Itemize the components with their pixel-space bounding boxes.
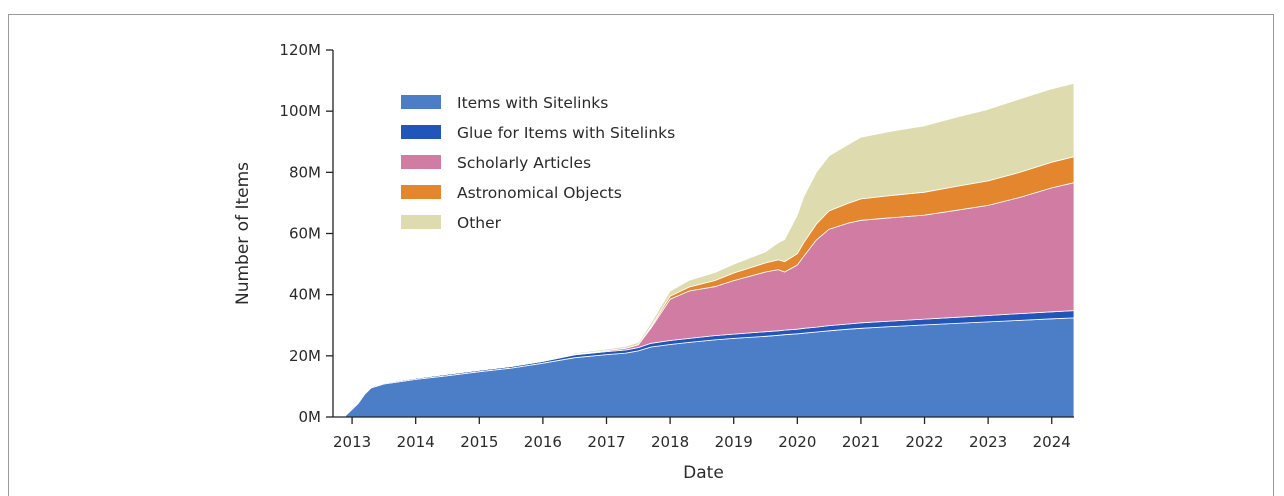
y-tick-label: 20M bbox=[289, 347, 321, 365]
legend-swatch-scholarly-articles bbox=[401, 155, 441, 169]
legend-swatch-glue-for-items-with-sitelinks bbox=[401, 125, 441, 139]
legend-label-items-with-sitelinks: Items with Sitelinks bbox=[457, 94, 608, 112]
x-tick-label: 2014 bbox=[397, 433, 435, 451]
legend-swatch-other bbox=[401, 215, 441, 229]
y-tick-label: 100M bbox=[279, 102, 321, 120]
x-axis-label: Date bbox=[683, 463, 724, 483]
x-tick-label: 2015 bbox=[460, 433, 498, 451]
legend-swatch-items-with-sitelinks bbox=[401, 95, 441, 109]
y-tick-label: 80M bbox=[289, 163, 321, 181]
x-tick-label: 2019 bbox=[715, 433, 753, 451]
x-tick-label: 2023 bbox=[969, 433, 1007, 451]
y-tick-label: 40M bbox=[289, 286, 321, 304]
legend-label-glue-for-items-with-sitelinks: Glue for Items with Sitelinks bbox=[457, 124, 675, 142]
legend-label-scholarly-articles: Scholarly Articles bbox=[457, 154, 591, 172]
legend: Items with Sitelinks Glue for Items with … bbox=[401, 94, 675, 232]
figure-frame bbox=[8, 14, 1274, 496]
y-tick-label: 60M bbox=[289, 225, 321, 243]
legend-swatch-astronomical-objects bbox=[401, 185, 441, 199]
y-tick-label: 0M bbox=[299, 408, 322, 426]
area-other bbox=[345, 82, 1075, 416]
x-tick-label: 2018 bbox=[651, 433, 689, 451]
x-tick-label: 2020 bbox=[778, 433, 816, 451]
axes: 0M 20M 40M 60M 80M 100M 120M 2013 2014 2015 2016 20… bbox=[279, 41, 1074, 451]
x-tick-label: 2017 bbox=[587, 433, 625, 451]
x-tick-label: 2022 bbox=[905, 433, 943, 451]
area-layers bbox=[345, 82, 1075, 418]
legend-label-other: Other bbox=[457, 214, 502, 232]
y-tick-label: 120M bbox=[279, 41, 321, 59]
x-tick-label: 2013 bbox=[333, 433, 371, 451]
x-tick-label: 2024 bbox=[1033, 433, 1071, 451]
x-tick-label: 2021 bbox=[842, 433, 880, 451]
x-tick-label: 2016 bbox=[524, 433, 562, 451]
legend-label-astronomical-objects: Astronomical Objects bbox=[457, 184, 622, 202]
y-axis-label: Number of Items bbox=[233, 162, 253, 305]
